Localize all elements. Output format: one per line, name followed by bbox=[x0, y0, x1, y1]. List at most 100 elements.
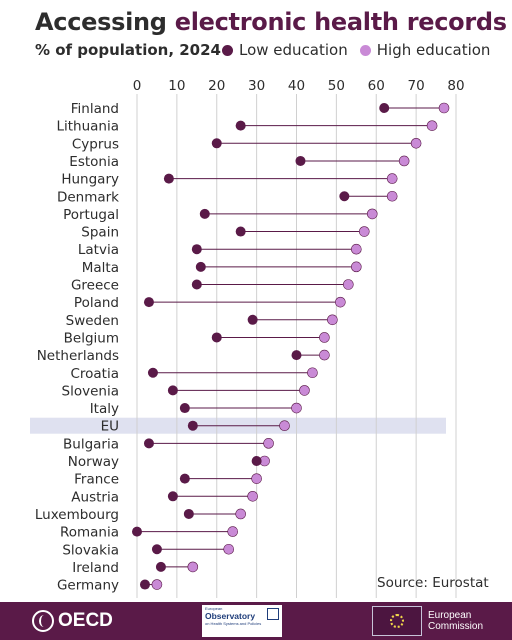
low-education-dot bbox=[211, 138, 222, 149]
low-education-dot bbox=[155, 561, 166, 572]
observatory-name: Observatory bbox=[205, 611, 256, 621]
high-education-dot bbox=[410, 138, 422, 149]
low-education-dot bbox=[143, 438, 154, 449]
category-label: Norway bbox=[68, 454, 119, 470]
x-tick-label: 20 bbox=[208, 78, 225, 94]
category-label: Belgium bbox=[64, 330, 119, 346]
low-education-dot bbox=[379, 103, 390, 113]
commission-line1: European bbox=[428, 609, 472, 621]
category-label: Estonia bbox=[69, 154, 119, 170]
category-label: Netherlands bbox=[37, 348, 119, 364]
low-education-dot bbox=[179, 403, 190, 414]
x-tick-label: 40 bbox=[288, 78, 305, 94]
category-label: Slovakia bbox=[62, 542, 119, 558]
low-education-dot bbox=[163, 173, 174, 184]
low-education-dot bbox=[195, 261, 206, 272]
title-accent: electronic health records bbox=[174, 8, 507, 36]
legend-dot-low bbox=[222, 44, 233, 56]
observatory-square-icon bbox=[267, 608, 279, 620]
x-tick-label: 80 bbox=[447, 78, 464, 94]
high-education-dot bbox=[227, 526, 238, 537]
category-label: Spain bbox=[81, 225, 119, 241]
category-label: Malta bbox=[82, 260, 119, 276]
category-label: Sweden bbox=[66, 313, 119, 329]
low-education-dot bbox=[167, 491, 178, 502]
low-education-dot bbox=[139, 579, 150, 590]
high-education-dot bbox=[235, 508, 246, 520]
low-education-dot bbox=[191, 244, 202, 255]
high-education-dot bbox=[251, 473, 262, 484]
x-tick-label: 70 bbox=[408, 78, 425, 94]
high-education-dot bbox=[187, 561, 199, 573]
high-education-dot bbox=[307, 367, 318, 379]
high-education-dot bbox=[263, 438, 274, 449]
low-education-dot bbox=[199, 208, 210, 219]
low-education-dot bbox=[235, 120, 246, 131]
footer-bar: OECD European Observatory on Health Syst… bbox=[0, 602, 512, 640]
low-education-dot bbox=[295, 155, 306, 166]
low-education-dot bbox=[187, 420, 198, 431]
low-education-dot bbox=[235, 226, 246, 237]
european-commission-logo: European Commission bbox=[372, 605, 483, 637]
observatory-logo: European Observatory on Health Systems a… bbox=[202, 605, 282, 637]
low-education-dot bbox=[143, 297, 154, 308]
low-education-dot bbox=[251, 456, 262, 466]
high-education-dot bbox=[247, 490, 258, 502]
category-label: France bbox=[74, 472, 119, 488]
category-label: Latvia bbox=[78, 242, 119, 258]
low-education-dot bbox=[211, 332, 222, 343]
legend-dot-high bbox=[359, 44, 371, 56]
high-education-dot bbox=[319, 332, 330, 343]
legend-item-high: High education bbox=[359, 41, 491, 59]
high-education-dot bbox=[223, 543, 235, 555]
oecd-logo: OECD bbox=[32, 610, 113, 632]
high-education-dot bbox=[299, 385, 310, 396]
category-label: Germany bbox=[57, 578, 119, 594]
high-education-dot bbox=[438, 102, 450, 114]
high-education-dot bbox=[343, 279, 354, 290]
category-label: Hungary bbox=[61, 172, 119, 188]
category-label: Croatia bbox=[70, 366, 119, 382]
oecd-globe-icon bbox=[32, 610, 54, 632]
high-education-dot bbox=[358, 226, 370, 237]
high-education-dot bbox=[398, 155, 410, 167]
category-label: Ireland bbox=[72, 560, 119, 576]
low-education-dot bbox=[191, 279, 202, 290]
high-education-dot bbox=[279, 420, 290, 432]
category-label: Lithuania bbox=[56, 119, 119, 135]
category-label: Austria bbox=[71, 489, 119, 505]
x-tick-label: 50 bbox=[328, 78, 345, 94]
page-title: Accessing electronic health records bbox=[35, 8, 507, 36]
x-tick-label: 10 bbox=[168, 78, 185, 94]
legend-label-high: High education bbox=[376, 41, 491, 59]
high-education-dot bbox=[327, 314, 338, 326]
legend-item-low: Low education bbox=[222, 41, 348, 59]
chart-legend: Low education High education bbox=[222, 41, 502, 59]
high-education-dot bbox=[319, 349, 330, 361]
title-prefix: Accessing bbox=[35, 8, 167, 36]
low-education-dot bbox=[147, 367, 158, 378]
low-education-dot bbox=[183, 508, 194, 519]
high-education-dot bbox=[386, 173, 398, 184]
low-education-dot bbox=[339, 191, 350, 202]
commission-line2: Commission bbox=[428, 621, 484, 632]
oecd-logo-text: OECD bbox=[58, 610, 113, 631]
high-education-dot bbox=[366, 208, 378, 220]
high-education-dot bbox=[386, 190, 398, 202]
category-label: EU bbox=[101, 419, 119, 435]
low-education-dot bbox=[291, 350, 302, 361]
category-label: Slovenia bbox=[62, 383, 119, 399]
category-label: Italy bbox=[90, 401, 119, 417]
category-label: Romania bbox=[60, 525, 119, 541]
low-education-dot bbox=[247, 314, 258, 325]
source-note: Source: Eurostat bbox=[377, 575, 489, 591]
high-education-dot bbox=[291, 402, 302, 414]
category-label: Cyprus bbox=[72, 136, 119, 152]
category-label: Greece bbox=[71, 278, 119, 294]
high-education-dot bbox=[335, 296, 346, 308]
x-tick-label: 30 bbox=[248, 78, 265, 94]
high-education-dot bbox=[426, 120, 438, 131]
legend-label-low: Low education bbox=[239, 41, 348, 59]
category-label: Luxembourg bbox=[35, 507, 119, 523]
eu-flag-icon bbox=[372, 606, 422, 636]
